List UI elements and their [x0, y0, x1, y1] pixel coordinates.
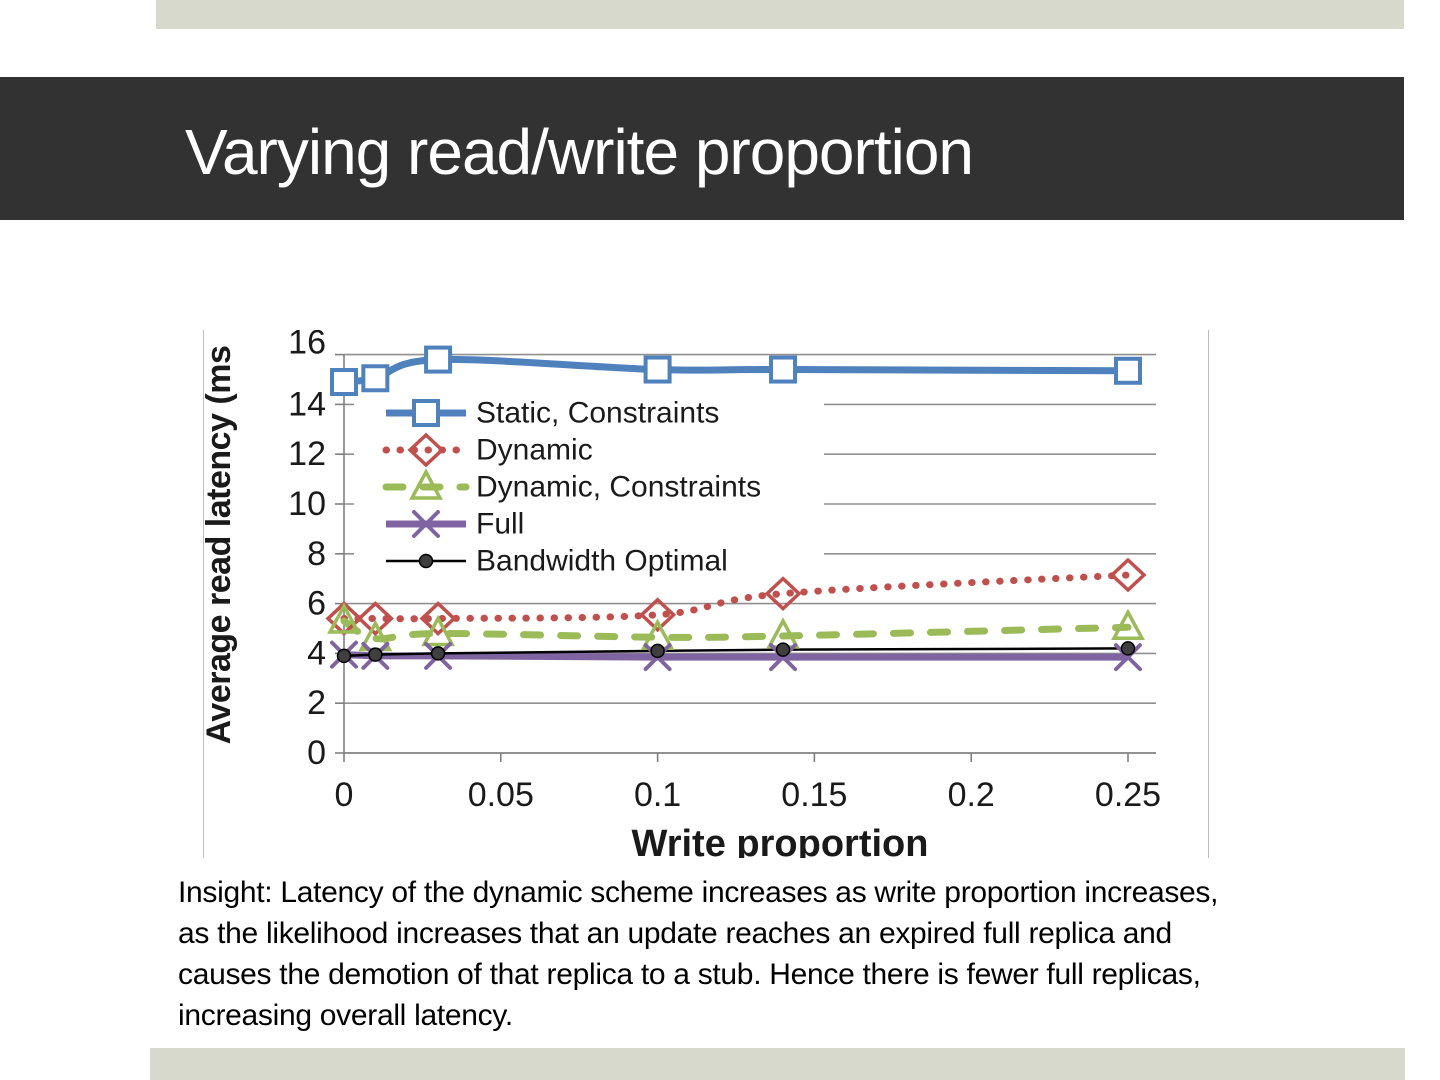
legend-item: Static, Constraints: [386, 397, 719, 430]
legend-item: Full: [386, 508, 524, 541]
diamond-marker: [764, 576, 802, 612]
series-line-dynamic: [340, 571, 1132, 623]
triangle-marker: [1111, 608, 1145, 641]
chart-svg: 0 2 4 6 8 10 12 14 16 0 0.05 0.1 0.15 0.2 0.25 Write pr…: [204, 330, 1161, 858]
insight-text: Insight: Latency of the dynamic scheme i…: [178, 876, 1219, 1032]
y-tick-label: 12: [288, 435, 326, 473]
square-marker: [1114, 356, 1142, 385]
legend-label: Bandwidth Optimal: [476, 545, 728, 578]
series-line-static-constraints: [343, 355, 1129, 386]
triangle-marker: [409, 468, 443, 500]
diamond-marker: [356, 601, 394, 636]
y-tick-label: 2: [307, 684, 326, 722]
diamond-marker: [639, 597, 677, 633]
square-marker: [361, 364, 390, 393]
y-tick-label: 6: [307, 585, 326, 623]
y-tick-label: 0: [307, 734, 326, 772]
x-tick-label: 0.25: [1095, 776, 1161, 814]
dot-marker: [368, 647, 383, 662]
triangle-marker: [421, 614, 456, 647]
y-tick-label: 14: [288, 385, 326, 423]
y-tick-label: 4: [307, 634, 326, 672]
y-tick-label: 16: [288, 330, 326, 362]
dot-marker: [336, 648, 352, 664]
legend-item: Dynamic: [382, 432, 593, 468]
read-latency-chart: 0 2 4 6 8 10 12 14 16 0 0.05 0.1 0.15 0.2 0.25 Write pr…: [203, 330, 1209, 858]
x-tick-label: 0.05: [468, 776, 534, 814]
dot-marker: [430, 646, 446, 661]
legend-item: Bandwidth Optimal: [386, 545, 728, 578]
triangle-marker: [327, 602, 361, 634]
legend-label: Static, Constraints: [476, 397, 719, 430]
diamond-marker: [419, 601, 457, 636]
legend-label: Dynamic: [476, 434, 593, 467]
x-tick-label: 0.1: [634, 776, 681, 814]
x-tick-label: 0: [335, 776, 354, 814]
diamond-marker: [407, 432, 445, 468]
x-marker: [412, 510, 440, 538]
series-line-dynamic-constraints: [340, 617, 1132, 643]
x-tick-label: 0.15: [781, 776, 847, 814]
diamond-marker: [1109, 557, 1147, 593]
square-marker: [412, 399, 440, 427]
dot-marker: [650, 643, 665, 659]
slide-title: Varying read/write proportion: [185, 116, 974, 188]
legend-label: Full: [476, 508, 524, 541]
x-marker: [1114, 643, 1142, 672]
top-accent-band: [156, 0, 1404, 29]
legend-label: Dynamic, Constraints: [476, 471, 761, 504]
square-marker: [330, 367, 358, 396]
x-tick-label: 0.2: [948, 776, 995, 814]
dot-marker: [775, 642, 791, 657]
y-tick-label: 8: [307, 535, 326, 573]
title-bar: Varying read/write proportion: [0, 77, 1404, 220]
y-axis-title: Average read latency (ms: [204, 346, 238, 745]
square-marker: [769, 355, 798, 384]
y-tick-label: 10: [288, 485, 326, 523]
x-marker: [769, 643, 798, 672]
x-axis-title: Write proportion: [632, 823, 929, 858]
legend-item: Dynamic, Constraints: [382, 468, 761, 504]
series-line-full: [343, 651, 1128, 661]
square-marker: [643, 355, 672, 384]
square-marker: [424, 345, 453, 374]
bottom-accent-band: [150, 1048, 1405, 1080]
dot-marker: [1120, 641, 1136, 656]
dot-marker: [418, 553, 434, 569]
